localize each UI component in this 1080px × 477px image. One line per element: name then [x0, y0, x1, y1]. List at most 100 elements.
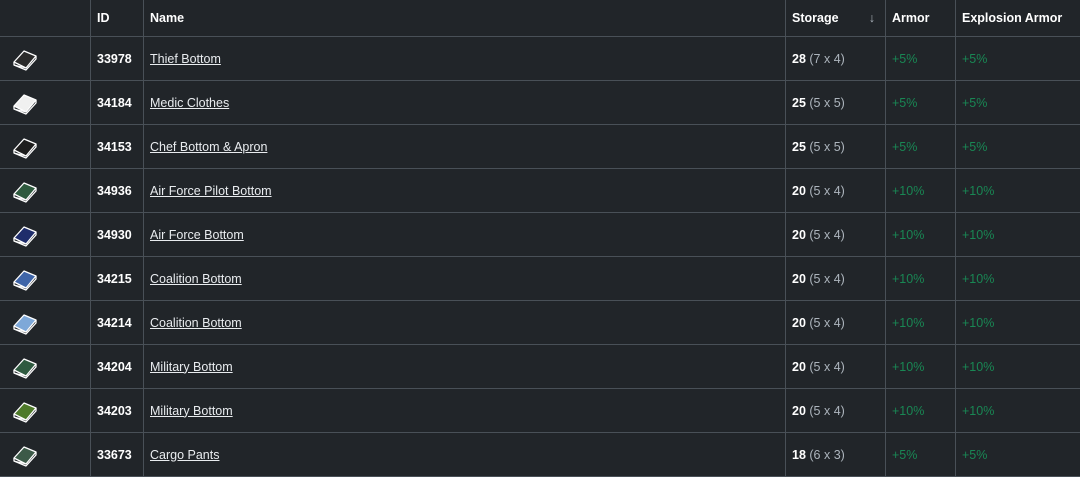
item-id: 34930	[91, 213, 144, 257]
item-armor: +10%	[886, 345, 956, 389]
table-row: 34930 Air Force Bottom 20 (5 x 4) +10% +…	[0, 213, 1080, 257]
pants-item-icon	[10, 267, 40, 291]
storage-value: 18	[792, 448, 806, 462]
item-name-link[interactable]: Chef Bottom & Apron	[150, 140, 267, 154]
item-explosion-armor: +5%	[956, 37, 1080, 81]
item-name-cell: Coalition Bottom	[144, 301, 786, 345]
header-explosion-armor[interactable]: Explosion Armor	[956, 0, 1080, 37]
item-storage-cell: 18 (6 x 3)	[786, 433, 886, 477]
storage-value: 20	[792, 184, 806, 198]
item-id: 34153	[91, 125, 144, 169]
table-row: 33673 Cargo Pants 18 (6 x 3) +5% +5%	[0, 433, 1080, 477]
item-explosion-armor: +10%	[956, 301, 1080, 345]
table-row: 34936 Air Force Pilot Bottom 20 (5 x 4) …	[0, 169, 1080, 213]
item-armor: +10%	[886, 301, 956, 345]
item-icon-cell	[0, 389, 91, 433]
item-name-cell: Medic Clothes	[144, 81, 786, 125]
storage-value: 20	[792, 228, 806, 242]
table-row: 34203 Military Bottom 20 (5 x 4) +10% +1…	[0, 389, 1080, 433]
item-storage-cell: 20 (5 x 4)	[786, 257, 886, 301]
storage-dimensions: (5 x 4)	[809, 228, 844, 242]
item-name-cell: Chef Bottom & Apron	[144, 125, 786, 169]
item-storage-cell: 20 (5 x 4)	[786, 169, 886, 213]
item-explosion-armor: +10%	[956, 345, 1080, 389]
item-storage-cell: 25 (5 x 5)	[786, 81, 886, 125]
table-row: 34214 Coalition Bottom 20 (5 x 4) +10% +…	[0, 301, 1080, 345]
storage-dimensions: (5 x 5)	[809, 140, 844, 154]
item-icon-cell	[0, 301, 91, 345]
item-armor: +10%	[886, 257, 956, 301]
item-id: 34215	[91, 257, 144, 301]
item-name-cell: Coalition Bottom	[144, 257, 786, 301]
storage-value: 25	[792, 140, 806, 154]
item-icon-cell	[0, 213, 91, 257]
header-armor[interactable]: Armor	[886, 0, 956, 37]
item-icon-cell	[0, 257, 91, 301]
header-row: ID Name Storage↓ Armor Explosion Armor	[0, 0, 1080, 37]
item-explosion-armor: +5%	[956, 433, 1080, 477]
pants-item-icon	[10, 47, 40, 71]
storage-dimensions: (5 x 4)	[809, 316, 844, 330]
sort-arrow-down-icon[interactable]: ↓	[869, 11, 875, 25]
item-storage-cell: 28 (7 x 4)	[786, 37, 886, 81]
item-armor: +10%	[886, 389, 956, 433]
header-icon	[0, 0, 91, 37]
item-storage-cell: 20 (5 x 4)	[786, 213, 886, 257]
storage-dimensions: (5 x 4)	[809, 360, 844, 374]
table-row: 34215 Coalition Bottom 20 (5 x 4) +10% +…	[0, 257, 1080, 301]
pants-item-icon	[10, 311, 40, 335]
item-name-link[interactable]: Coalition Bottom	[150, 316, 242, 330]
item-icon-cell	[0, 125, 91, 169]
item-id: 34936	[91, 169, 144, 213]
storage-dimensions: (7 x 4)	[809, 52, 844, 66]
item-name-cell: Thief Bottom	[144, 37, 786, 81]
item-name-link[interactable]: Medic Clothes	[150, 96, 229, 110]
item-armor: +5%	[886, 125, 956, 169]
item-name-link[interactable]: Air Force Bottom	[150, 228, 244, 242]
item-armor: +5%	[886, 37, 956, 81]
item-name-link[interactable]: Coalition Bottom	[150, 272, 242, 286]
item-explosion-armor: +5%	[956, 125, 1080, 169]
storage-value: 20	[792, 316, 806, 330]
item-id: 34203	[91, 389, 144, 433]
pants-item-icon	[10, 135, 40, 159]
storage-dimensions: (5 x 5)	[809, 96, 844, 110]
item-explosion-armor: +10%	[956, 389, 1080, 433]
table-row: 34184 Medic Clothes 25 (5 x 5) +5% +5%	[0, 81, 1080, 125]
storage-dimensions: (5 x 4)	[809, 272, 844, 286]
item-name-link[interactable]: Military Bottom	[150, 404, 233, 418]
item-storage-cell: 20 (5 x 4)	[786, 345, 886, 389]
item-explosion-armor: +10%	[956, 213, 1080, 257]
item-armor: +5%	[886, 81, 956, 125]
header-storage[interactable]: Storage↓	[786, 0, 886, 37]
storage-dimensions: (5 x 4)	[809, 404, 844, 418]
pants-item-icon	[10, 179, 40, 203]
item-id: 34204	[91, 345, 144, 389]
item-name-cell: Air Force Pilot Bottom	[144, 169, 786, 213]
header-id[interactable]: ID	[91, 0, 144, 37]
pants-item-icon	[10, 399, 40, 423]
table-row: 33978 Thief Bottom 28 (7 x 4) +5% +5%	[0, 37, 1080, 81]
storage-value: 25	[792, 96, 806, 110]
storage-value: 20	[792, 404, 806, 418]
item-id: 34184	[91, 81, 144, 125]
item-icon-cell	[0, 169, 91, 213]
pants-item-icon	[10, 355, 40, 379]
item-storage-cell: 20 (5 x 4)	[786, 301, 886, 345]
item-name-link[interactable]: Cargo Pants	[150, 448, 219, 462]
item-name-link[interactable]: Air Force Pilot Bottom	[150, 184, 272, 198]
item-name-link[interactable]: Thief Bottom	[150, 52, 221, 66]
storage-value: 20	[792, 272, 806, 286]
header-name[interactable]: Name	[144, 0, 786, 37]
item-name-cell: Military Bottom	[144, 389, 786, 433]
pants-item-icon	[10, 223, 40, 247]
item-id: 33673	[91, 433, 144, 477]
item-name-link[interactable]: Military Bottom	[150, 360, 233, 374]
item-armor: +5%	[886, 433, 956, 477]
item-armor: +10%	[886, 213, 956, 257]
item-icon-cell	[0, 345, 91, 389]
storage-dimensions: (5 x 4)	[809, 184, 844, 198]
item-id: 33978	[91, 37, 144, 81]
table-row: 34153 Chef Bottom & Apron 25 (5 x 5) +5%…	[0, 125, 1080, 169]
